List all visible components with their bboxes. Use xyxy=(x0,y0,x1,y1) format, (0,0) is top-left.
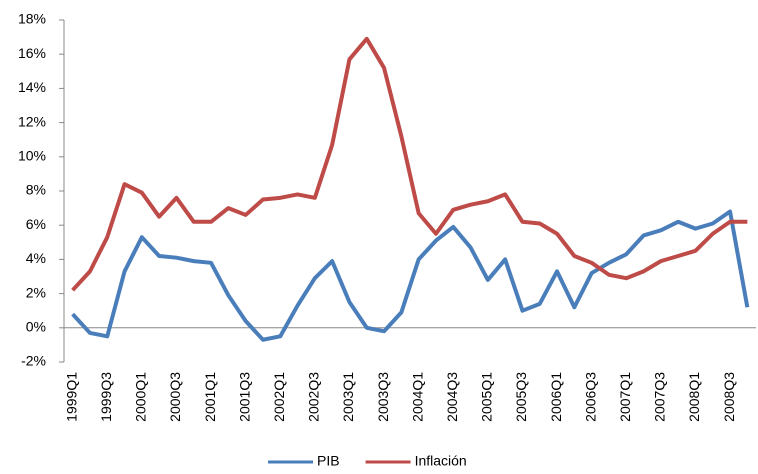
x-tick-label: 2007Q1 xyxy=(617,372,633,422)
x-tick-label: 2003Q1 xyxy=(340,372,356,422)
legend-label: PIB xyxy=(317,453,340,469)
legend-label: Inflación xyxy=(415,453,467,469)
y-tick-label: 4% xyxy=(26,250,46,266)
x-tick-label: 2003Q3 xyxy=(375,372,391,422)
x-tick-label: 2006Q3 xyxy=(582,372,598,422)
x-tick-label: 2005Q1 xyxy=(479,372,495,422)
x-tick-label: 2006Q1 xyxy=(548,372,564,422)
data-line xyxy=(71,36,748,292)
x-tick-label: 2002Q3 xyxy=(306,372,322,422)
x-tick-label: 1999Q1 xyxy=(63,372,79,422)
x-tick-label: 2008Q1 xyxy=(686,372,702,422)
x-tick-label: 1999Q3 xyxy=(98,372,114,422)
y-tick-label: 6% xyxy=(26,216,46,232)
y-tick-label: 14% xyxy=(18,79,46,95)
y-tick-label: -2% xyxy=(21,353,46,369)
y-tick-label: 0% xyxy=(26,319,46,335)
x-tick-label: 2005Q3 xyxy=(513,372,529,422)
x-tick-label: 2001Q3 xyxy=(236,372,252,422)
y-tick-label: 2% xyxy=(26,284,46,300)
y-tick-label: 18% xyxy=(18,11,46,27)
x-tick-label: 2004Q1 xyxy=(409,372,425,422)
x-tick-label: 2002Q1 xyxy=(271,372,287,422)
data-line xyxy=(71,209,750,342)
y-tick-label: 10% xyxy=(18,148,46,164)
y-tick-label: 16% xyxy=(18,45,46,61)
y-tick-label: 8% xyxy=(26,182,46,198)
x-tick-label: 2000Q3 xyxy=(167,372,183,422)
x-tick-label: 2004Q3 xyxy=(444,372,460,422)
x-tick-label: 2007Q3 xyxy=(652,372,668,422)
x-tick-label: 2001Q1 xyxy=(202,372,218,422)
x-tick-label: 2008Q3 xyxy=(721,372,737,422)
y-tick-label: 12% xyxy=(18,113,46,129)
x-tick-label: 2000Q1 xyxy=(133,372,149,422)
